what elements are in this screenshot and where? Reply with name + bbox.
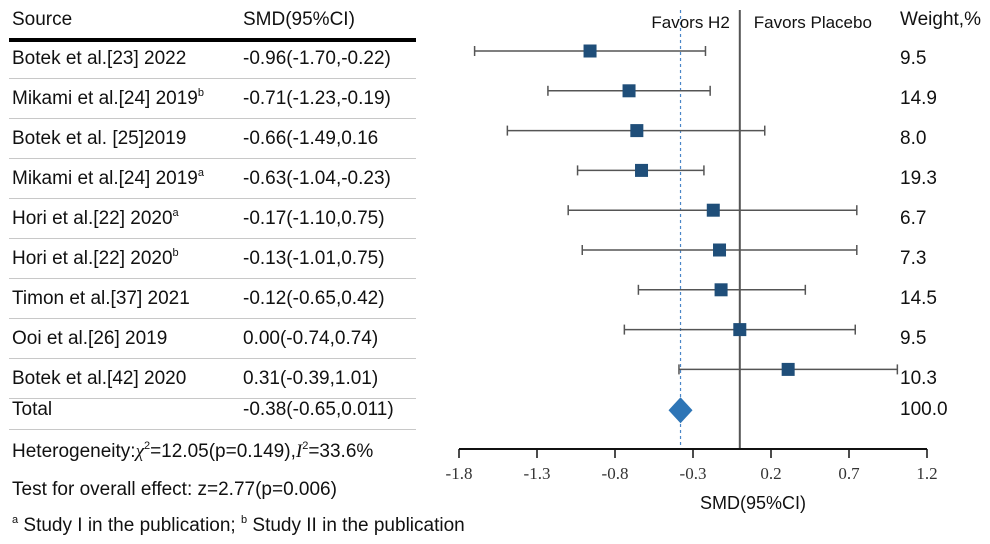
total-rule — [9, 429, 416, 430]
study-superscript: b — [197, 87, 204, 99]
footnote-a-text: Study I in the publication; — [18, 515, 241, 536]
study-superscript: a — [197, 167, 204, 179]
favors-placebo-label: Favors Placebo — [754, 13, 872, 32]
study-point — [781, 362, 795, 376]
footnote-a-mark: a — [12, 514, 19, 526]
study-weight: 7.3 — [900, 248, 927, 269]
total-weight: 100.0 — [900, 399, 948, 420]
overall-effect-test: Test for overall effect: z=2.77(p=0.006) — [12, 479, 337, 500]
study-weight: 14.5 — [900, 288, 937, 309]
x-tick-label: 1.2 — [916, 464, 937, 483]
i-sup: 2 — [302, 440, 309, 452]
study-smd: -0.71(-1.23,-0.19) — [243, 88, 391, 109]
header-rule — [9, 38, 416, 42]
study-point — [635, 163, 649, 177]
study-smd: -0.96(-1.70,-0.22) — [243, 48, 391, 69]
header-weight: Weight,% — [900, 9, 981, 30]
study-author: Botek et al.[23] 2022 — [12, 48, 187, 69]
study-source: Botek et al.[23] 2022 — [12, 48, 186, 70]
header-smd: SMD(95%CI) — [243, 9, 355, 30]
study-author: Botek et al. [25]2019 — [12, 128, 187, 149]
x-tick-label: -1.8 — [446, 464, 473, 483]
study-source: Hori et al.[22] 2020b — [12, 248, 179, 270]
x-tick-label: 0.7 — [838, 464, 860, 483]
study-point — [714, 283, 728, 297]
total-smd: -0.38(-0.65,0.011) — [243, 399, 394, 420]
study-point — [733, 323, 747, 337]
study-weight: 14.9 — [900, 88, 937, 109]
i-symbol: I — [295, 441, 303, 462]
study-weight: 9.5 — [900, 328, 927, 349]
study-smd: -0.13(-1.01,0.75) — [243, 248, 385, 269]
study-weight: 19.3 — [900, 168, 937, 189]
study-point — [630, 124, 644, 138]
study-smd: -0.63(-1.04,-0.23) — [243, 168, 391, 189]
row-rule — [9, 358, 416, 359]
row-rule — [9, 278, 416, 279]
chi-value: =12.05(p=0.149), — [150, 441, 296, 462]
row-rule — [9, 398, 416, 399]
x-tick-label: 0.2 — [760, 464, 781, 483]
study-source: Ooi et al.[26] 2019 — [12, 328, 167, 350]
header-source: Source — [12, 9, 73, 30]
study-author: Mikami et al.[24] 2019 — [12, 168, 198, 189]
study-weight: 10.3 — [900, 368, 937, 389]
heterogeneity-prefix: Heterogeneity: — [12, 441, 136, 462]
x-axis-label: SMD(95%CI) — [700, 493, 806, 513]
study-source: Timon et al.[37] 2021 — [12, 288, 190, 310]
pooled-diamond — [668, 397, 693, 424]
study-smd: -0.66(-1.49,0.16 — [243, 128, 379, 149]
study-author: Timon et al.[37] 2021 — [12, 288, 190, 309]
study-author: Hori et al.[22] 2020 — [12, 248, 173, 269]
study-smd: 0.00(-0.74,0.74) — [243, 328, 379, 349]
study-source: Mikami et al.[24] 2019b — [12, 88, 204, 110]
study-superscript: b — [172, 247, 179, 259]
study-weight: 9.5 — [900, 48, 927, 69]
study-smd: 0.31(-0.39,1.01) — [243, 368, 379, 389]
study-source: Hori et al.[22] 2020a — [12, 208, 179, 230]
study-weight: 8.0 — [900, 128, 927, 149]
study-author: Hori et al.[22] 2020 — [12, 208, 173, 229]
chi-symbol: χ — [135, 441, 144, 462]
study-source: Mikami et al.[24] 2019a — [12, 168, 204, 190]
row-rule — [9, 238, 416, 239]
x-tick-label: -0.8 — [602, 464, 629, 483]
footnote: a Study I in the publication; b Study II… — [12, 515, 465, 537]
i-value: =33.6% — [308, 441, 374, 462]
study-point — [583, 44, 597, 58]
row-rule — [9, 78, 416, 79]
x-tick-label: -1.3 — [524, 464, 551, 483]
study-smd: -0.17(-1.10,0.75) — [243, 208, 385, 229]
study-source: Botek et al. [25]2019 — [12, 128, 186, 150]
x-tick-label: -0.3 — [680, 464, 707, 483]
study-point — [622, 84, 636, 98]
study-source: Botek et al.[42] 2020 — [12, 368, 186, 390]
study-smd: -0.12(-0.65,0.42) — [243, 288, 385, 309]
heterogeneity-stat: Heterogeneity:χ2=12.05(p=0.149),I2=33.6% — [12, 441, 373, 463]
favors-h2-label: Favors H2 — [651, 13, 729, 32]
study-superscript: a — [172, 207, 179, 219]
footnote-b-text: Study II in the publication — [247, 515, 465, 536]
study-author: Botek et al.[42] 2020 — [12, 368, 187, 389]
study-author: Ooi et al.[26] 2019 — [12, 328, 168, 349]
chi-sup: 2 — [143, 440, 151, 452]
study-point — [713, 243, 727, 257]
footnote-b-mark: b — [241, 514, 248, 526]
study-point — [706, 203, 720, 217]
row-rule — [9, 318, 416, 319]
study-author: Mikami et al.[24] 2019 — [12, 88, 198, 109]
row-rule — [9, 118, 416, 119]
row-rule — [9, 198, 416, 199]
study-weight: 6.7 — [900, 208, 927, 229]
row-rule — [9, 158, 416, 159]
total-label: Total — [12, 399, 53, 420]
